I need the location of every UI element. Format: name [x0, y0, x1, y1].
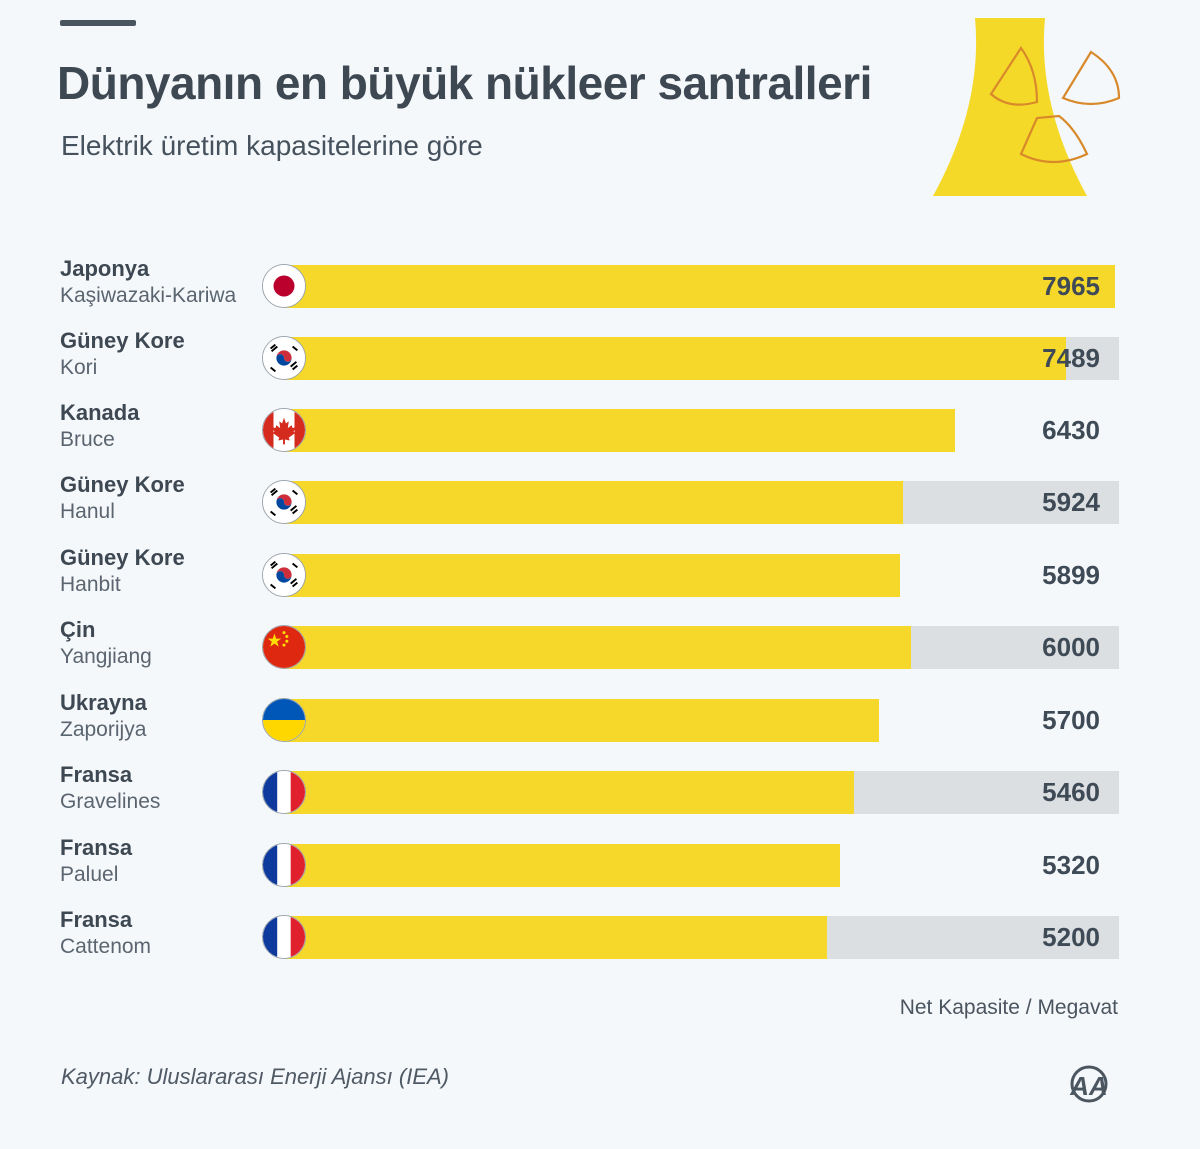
chart-row: Çin Yangjiang 6000 — [0, 617, 1200, 689]
canada-flag-icon — [262, 408, 306, 452]
source-note: Kaynak: Uluslararası Enerji Ajansı (IEA) — [61, 1064, 449, 1089]
value-label: 5700 — [1042, 705, 1100, 735]
country-label: Kanada — [60, 400, 140, 425]
bar — [285, 481, 903, 524]
country-label: Güney Kore — [60, 472, 185, 497]
france-flag-icon — [262, 915, 306, 959]
bar — [285, 554, 900, 597]
south-korea-flag-icon — [262, 480, 306, 524]
country-label: Fransa — [60, 762, 133, 787]
ukraine-flag-icon — [262, 698, 306, 742]
bar — [285, 844, 840, 887]
chart-row: Fransa Gravelines 5460 — [0, 762, 1200, 834]
bar — [285, 916, 827, 959]
bar — [285, 265, 1115, 308]
unit-label: Net Kapasite / Megavat — [899, 996, 1118, 1019]
south-korea-flag-icon — [262, 553, 306, 597]
chart-row: Fransa Paluel 5320 — [0, 835, 1200, 907]
japan-flag-icon — [262, 264, 306, 308]
page-subtitle: Elektrik üretim kapasitelerine göre — [61, 130, 483, 161]
value-label: 5460 — [1042, 777, 1100, 807]
country-label: Güney Kore — [60, 545, 185, 570]
value-label: 5924 — [1042, 487, 1100, 517]
plant-label: Hanbit — [60, 573, 121, 596]
value-label: 6430 — [1042, 415, 1100, 445]
china-flag-icon — [262, 625, 306, 669]
value-label: 5899 — [1042, 560, 1100, 590]
value-label: 7489 — [1042, 343, 1100, 373]
plant-label: Yangjiang — [60, 645, 152, 668]
chart-row: Güney Kore Hanul 5924 — [0, 472, 1200, 544]
page-title: Dünyanın en büyük nükleer santralleri — [57, 57, 872, 109]
chart-row: Güney Kore Hanbit 5899 — [0, 545, 1200, 617]
plant-label: Kori — [60, 356, 98, 379]
country-label: Güney Kore — [60, 328, 185, 353]
top-rule — [60, 20, 136, 26]
bar — [285, 771, 854, 814]
bar — [285, 409, 955, 452]
chart-row: Japonya Kaşiwazaki-Kariwa 7965 — [0, 256, 1200, 328]
country-label: Fransa — [60, 907, 133, 932]
plant-label: Bruce — [60, 428, 115, 451]
france-flag-icon — [262, 770, 306, 814]
bar — [285, 626, 911, 669]
bar — [285, 699, 879, 742]
plant-label: Kaşiwazaki-Kariwa — [60, 284, 237, 307]
plant-label: Cattenom — [60, 935, 152, 958]
cooling-tower-icon — [933, 18, 1121, 196]
chart-row: Kanada Bruce 6430 — [0, 400, 1200, 472]
chart-row: Fransa Cattenom 5200 — [0, 907, 1200, 979]
plant-label: Gravelines — [60, 790, 161, 813]
country-label: Çin — [60, 617, 96, 642]
value-label: 6000 — [1042, 632, 1100, 662]
svg-text:AA: AA — [1069, 1071, 1108, 1101]
country-label: Fransa — [60, 835, 133, 860]
plant-label: Hanul — [60, 500, 115, 523]
south-korea-flag-icon — [262, 336, 306, 380]
country-label: Ukrayna — [60, 690, 147, 715]
value-label: 7965 — [1042, 271, 1100, 301]
chart-row: Ukrayna Zaporijya 5700 — [0, 690, 1200, 762]
country-label: Japonya — [60, 256, 150, 281]
bar — [285, 337, 1066, 380]
plant-label: Paluel — [60, 863, 119, 886]
france-flag-icon — [262, 843, 306, 887]
bar-chart: Japonya Kaşiwazaki-Kariwa 7965 Güney Kore Ko… — [0, 256, 1200, 979]
chart-row: Güney Kore Kori 7489 — [0, 328, 1200, 400]
value-label: 5320 — [1042, 850, 1100, 880]
plant-label: Zaporijya — [60, 718, 147, 741]
value-label: 5200 — [1042, 922, 1100, 952]
aa-logo: AA — [1069, 1065, 1108, 1103]
